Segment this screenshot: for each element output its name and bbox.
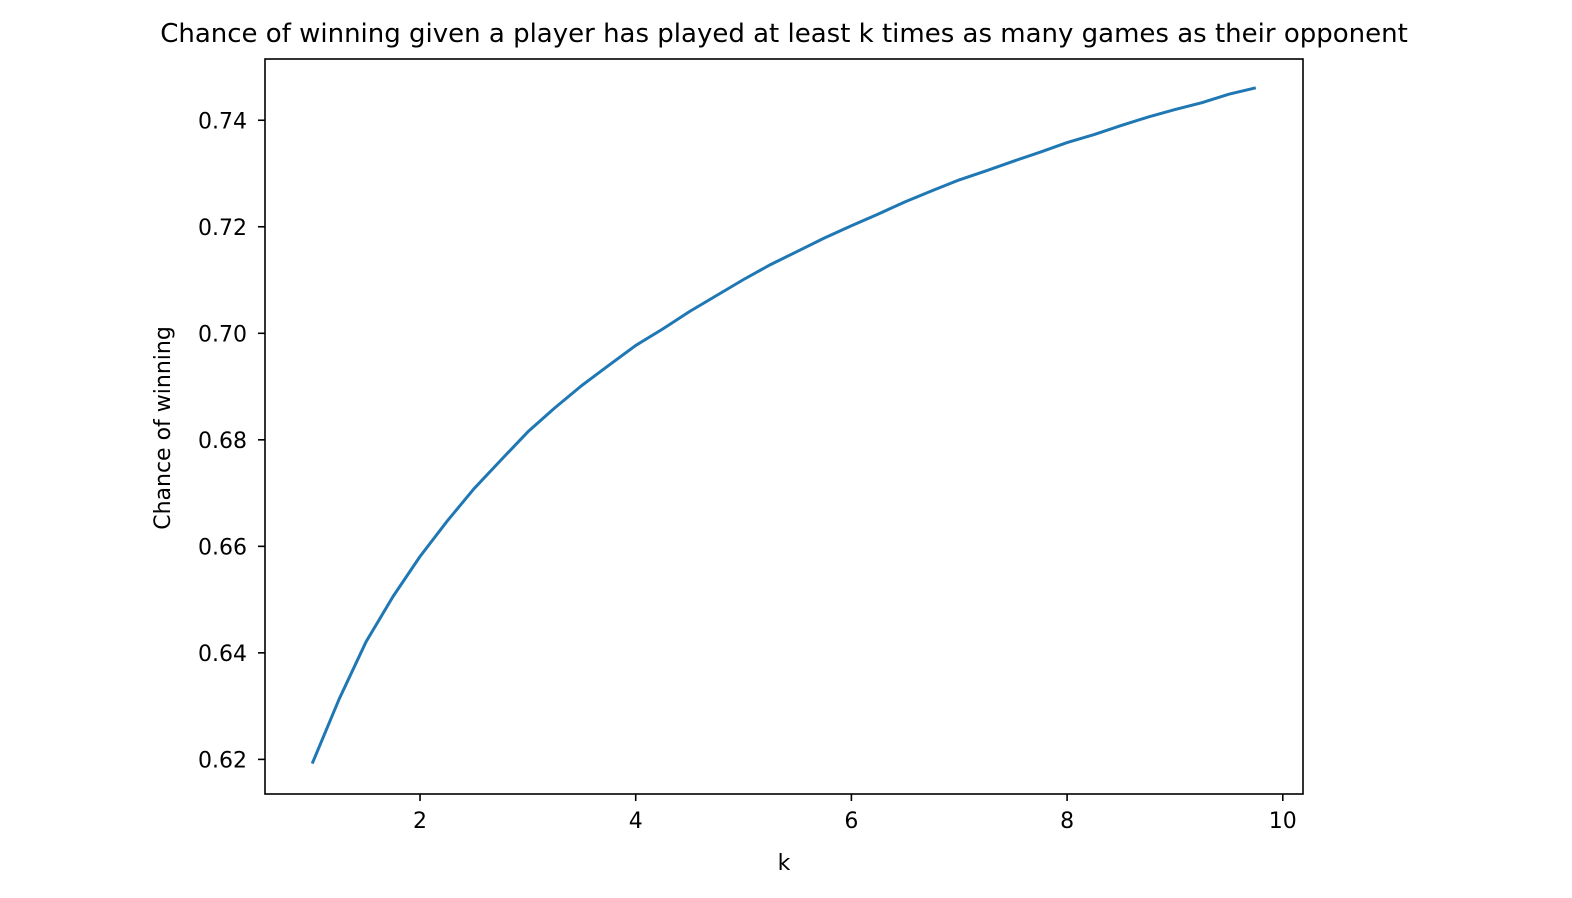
y-tick-label: 0.72 [198,216,247,241]
chart-title: Chance of winning given a player has pla… [160,19,1408,49]
y-axis-label: Chance of winning [151,326,176,530]
data-line [310,86,1257,765]
x-axis-label: k [778,851,791,876]
x-tick-label: 10 [1269,809,1297,834]
y-tick-label: 0.68 [198,429,247,454]
y-ticks: 0.62 0.64 0.66 0.68 0.70 0.72 0.74 [198,109,265,773]
x-tick-label: 8 [1060,809,1074,834]
x-tick-label: 2 [413,809,427,834]
y-tick-label: 0.74 [198,109,247,134]
plot-area-frame [264,58,1304,795]
x-tick-label: 4 [629,809,643,834]
y-tick-label: 0.66 [198,535,247,560]
x-tick-label: 6 [844,809,858,834]
x-ticks: 2 4 6 8 10 [413,794,1297,834]
y-tick-label: 0.70 [198,322,247,347]
y-tick-label: 0.64 [198,642,247,667]
y-tick-label: 0.62 [198,748,247,773]
